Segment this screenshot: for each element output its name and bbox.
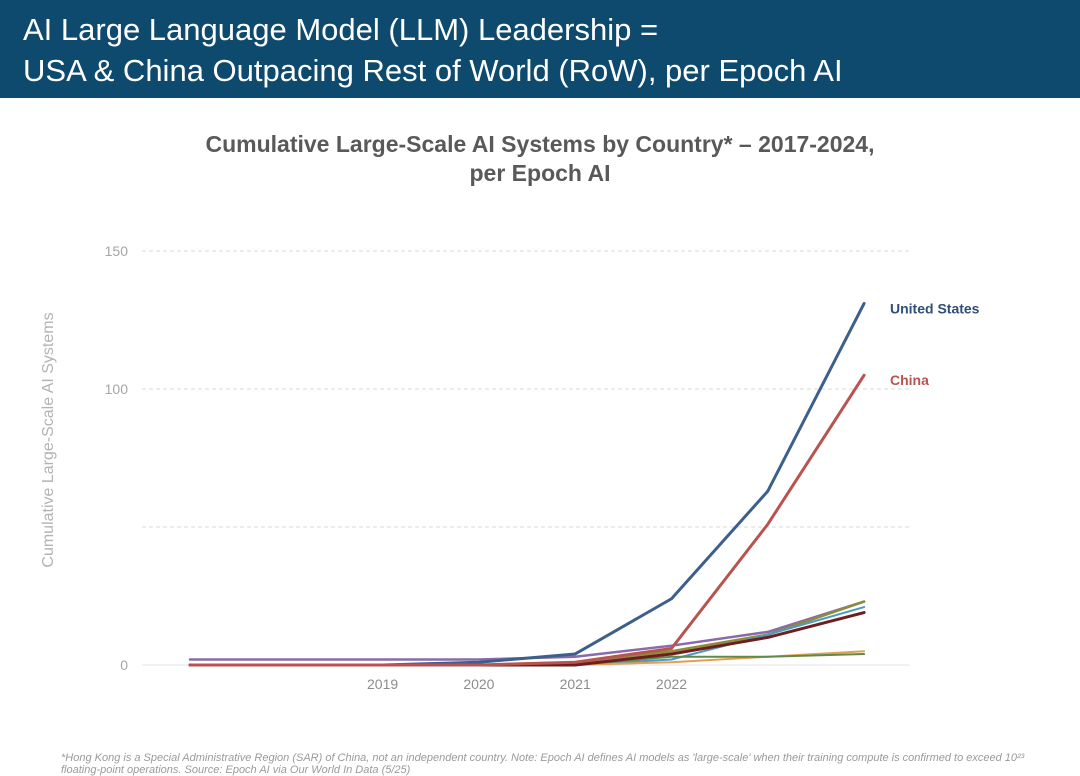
series-labels: United States China <box>890 300 980 388</box>
slide-title-line-1: AI Large Language Model (LLM) Leadership… <box>23 12 659 47</box>
y-tick-label: 0 <box>120 657 128 673</box>
series-label-china: China <box>890 372 929 388</box>
series-label-united-states: United States <box>890 300 980 316</box>
line-chart: United States China 0 100 150 2019 2020 2021 20… <box>40 243 980 692</box>
x-tick-label: 2021 <box>560 676 591 692</box>
chart-title: Cumulative Large-Scale AI Systems by Cou… <box>140 130 940 188</box>
chart-title-line-1: Cumulative Large-Scale AI Systems by Cou… <box>205 131 875 157</box>
x-tick-label: 2022 <box>656 676 687 692</box>
series-line <box>188 600 866 661</box>
y-tick-label: 150 <box>105 243 129 259</box>
y-axis-label: Cumulative Large-Scale AI Systems <box>40 312 57 567</box>
chart-title-line-2: per Epoch AI <box>469 160 611 186</box>
slide-title-line-2: USA & China Outpacing Rest of World (RoW… <box>23 53 843 88</box>
x-tick-label: 2019 <box>367 676 398 692</box>
y-tick-label: 100 <box>105 381 129 397</box>
series-lines <box>188 301 866 667</box>
gridlines <box>142 250 910 666</box>
footnote: *Hong Kong is a Special Administrative R… <box>61 752 1025 776</box>
slide-header: AI Large Language Model (LLM) Leadership… <box>0 0 1080 98</box>
series-line-china <box>188 373 866 667</box>
x-tick-label: 2020 <box>463 676 494 692</box>
series-line-united-states <box>188 301 866 667</box>
axis-ticks: 0 100 150 2019 2020 2021 2022 <box>105 243 688 692</box>
